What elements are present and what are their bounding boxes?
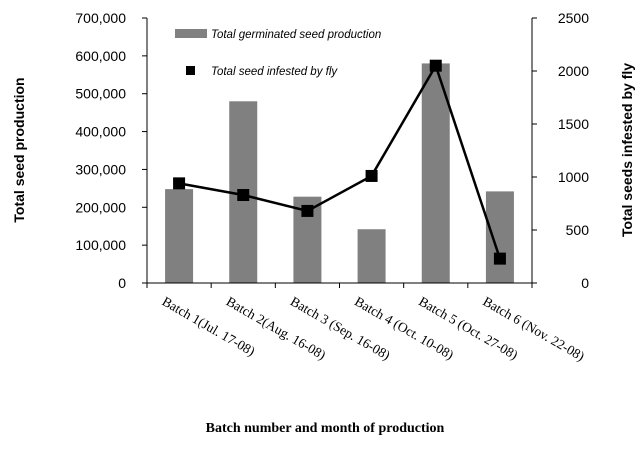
left-axis-ticks: 0 100,000 200,000 300,000 400,000 500,000 600,… [75,10,147,291]
right-tick-label: 1500 [558,116,589,132]
legend: Total germinated seed production Total s… [175,29,381,78]
line-marker-1 [173,177,186,190]
left-tick-label: 200,000 [75,199,126,215]
right-tick-label: 500 [566,222,590,238]
infested-line [178,62,502,260]
bar-6 [485,191,514,283]
axes [146,18,533,288]
line-marker-2 [237,189,250,202]
right-tick-label: 2500 [558,10,589,26]
bar-series [165,63,514,284]
right-tick-label: 0 [581,275,589,291]
right-tick-label: 2000 [558,63,589,79]
left-tick-label: 300,000 [75,161,126,177]
left-tick-label: 500,000 [75,86,126,102]
right-axis-title: Total seeds infested by fly [619,63,635,237]
left-tick-label: 700,000 [75,10,126,26]
x-axis-title: Batch number and month of production [206,421,445,436]
legend-bar-label: Total germinated seed production [211,29,381,41]
right-tick-label: 1000 [558,169,589,185]
legend-line-label: Total seed infested by fly [211,66,338,78]
category-labels: Batch 1(Jul. 17-08)Batch 2(Aug. 16-08)Ba… [160,294,588,364]
line-marker-6 [493,252,506,265]
left-tick-label: 400,000 [75,124,126,140]
line-marker-4 [365,169,378,182]
legend-bar-swatch [175,29,207,38]
bar-1 [165,189,194,283]
line-series [173,59,506,265]
line-marker-3 [301,204,314,217]
left-tick-label: 0 [118,275,126,291]
left-tick-label: 600,000 [75,48,126,64]
left-tick-label: 100,000 [75,237,126,253]
category-label: Batch 6 (Nov. 22-08) [480,294,587,364]
right-axis-ticks: 0 500 1000 1500 2000 2500 [532,10,589,291]
bar-4 [357,229,386,283]
line-marker-5 [429,59,442,72]
legend-line-marker [186,66,195,75]
left-axis-title: Total seed production [11,77,27,222]
bar-5 [421,63,450,283]
